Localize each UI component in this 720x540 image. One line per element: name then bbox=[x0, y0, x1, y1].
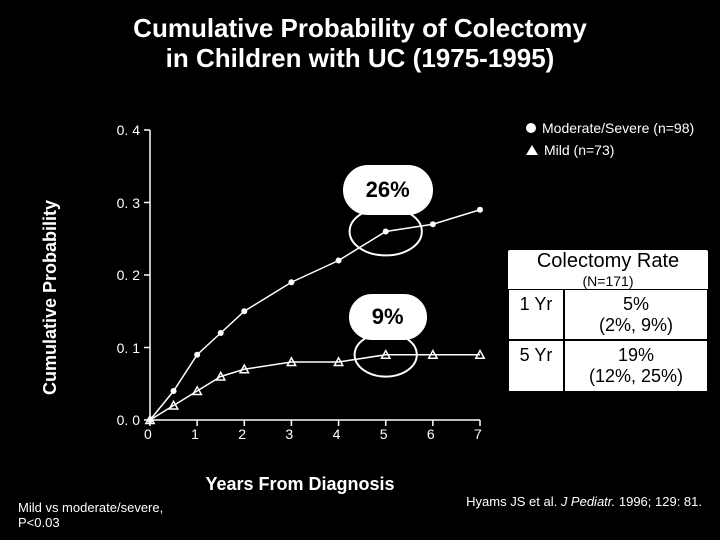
y-tick-label: 0. 2 bbox=[117, 267, 140, 283]
x-tick-label: 6 bbox=[427, 426, 435, 442]
rate-row-key: 1 Yr bbox=[508, 289, 564, 340]
legend-label: Mild (n=73) bbox=[544, 142, 614, 158]
legend: Moderate/Severe (n=98) Mild (n=73) bbox=[526, 120, 694, 164]
triangle-icon bbox=[526, 145, 538, 155]
y-tick-label: 0. 1 bbox=[117, 340, 140, 356]
rate-title: Colectomy Rate bbox=[508, 250, 708, 273]
y-axis-label: Cumulative Probability bbox=[40, 200, 61, 395]
footnote: Mild vs moderate/severe, P<0.03 bbox=[18, 500, 208, 530]
citation-journal: J Pediatr. bbox=[561, 494, 615, 509]
y-tick-label: 0. 0 bbox=[117, 412, 140, 428]
rate-row-key: 5 Yr bbox=[508, 340, 564, 391]
citation: Hyams JS et al. J Pediatr. 1996; 129: 81… bbox=[466, 494, 702, 509]
circle-icon bbox=[526, 123, 536, 133]
legend-label: Moderate/Severe (n=98) bbox=[542, 120, 694, 136]
callout-label: 26% bbox=[343, 165, 433, 215]
citation-suffix: 1996; 129: 81. bbox=[615, 494, 702, 509]
x-axis-label: Years From Diagnosis bbox=[110, 474, 490, 495]
x-tick-label: 5 bbox=[380, 426, 388, 442]
x-tick-label: 3 bbox=[285, 426, 293, 442]
slide-title: Cumulative Probability of Colectomy in C… bbox=[0, 14, 720, 74]
title-line-2: in Children with UC (1975-1995) bbox=[0, 44, 720, 74]
y-tick-label: 0. 3 bbox=[117, 195, 140, 211]
x-tick-label: 1 bbox=[191, 426, 199, 442]
x-tick-label: 0 bbox=[144, 426, 152, 442]
legend-item: Moderate/Severe (n=98) bbox=[526, 120, 694, 136]
legend-item: Mild (n=73) bbox=[526, 142, 694, 158]
x-tick-label: 4 bbox=[333, 426, 341, 442]
y-tick-label: 0. 4 bbox=[117, 122, 140, 138]
chart-area: 0. 0 0. 1 0. 2 0. 3 0. 4 0 1 2 3 4 5 6 7 26% 9% bbox=[110, 120, 490, 450]
title-line-1: Cumulative Probability of Colectomy bbox=[0, 14, 720, 44]
callout-label: 9% bbox=[349, 294, 427, 340]
rate-row-val: 5%(2%, 9%) bbox=[564, 289, 708, 340]
rate-table: 1 Yr5%(2%, 9%)5 Yr19%(12%, 25%) bbox=[508, 289, 708, 392]
citation-prefix: Hyams JS et al. bbox=[466, 494, 561, 509]
x-tick-label: 7 bbox=[474, 426, 482, 442]
colectomy-rate-box: Colectomy Rate (N=171) 1 Yr5%(2%, 9%)5 Y… bbox=[508, 250, 708, 392]
x-tick-label: 2 bbox=[238, 426, 246, 442]
slide-root: { "layout": { "width": 720, "height": 54… bbox=[0, 0, 720, 540]
rate-n: (N=171) bbox=[508, 273, 708, 289]
rate-row-val: 19%(12%, 25%) bbox=[564, 340, 708, 391]
